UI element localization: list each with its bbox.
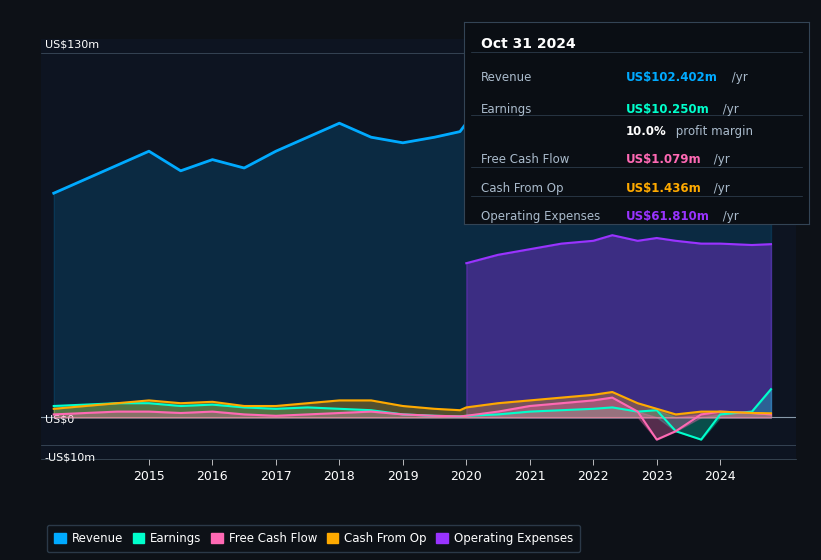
Legend: Revenue, Earnings, Free Cash Flow, Cash From Op, Operating Expenses: Revenue, Earnings, Free Cash Flow, Cash … bbox=[47, 525, 580, 552]
Text: profit margin: profit margin bbox=[672, 125, 754, 138]
Text: US$10.250m: US$10.250m bbox=[626, 103, 709, 116]
Text: Revenue: Revenue bbox=[481, 71, 533, 84]
Text: /yr: /yr bbox=[709, 181, 730, 195]
Text: US$61.810m: US$61.810m bbox=[626, 210, 710, 223]
Text: US$1.079m: US$1.079m bbox=[626, 153, 702, 166]
Text: /yr: /yr bbox=[719, 103, 739, 116]
Text: -US$10m: -US$10m bbox=[45, 452, 96, 462]
Text: Oct 31 2024: Oct 31 2024 bbox=[481, 36, 576, 50]
Text: US$1.436m: US$1.436m bbox=[626, 181, 702, 195]
Text: Free Cash Flow: Free Cash Flow bbox=[481, 153, 570, 166]
Text: US$0: US$0 bbox=[45, 414, 74, 424]
Text: US$130m: US$130m bbox=[45, 39, 99, 49]
Text: Operating Expenses: Operating Expenses bbox=[481, 210, 600, 223]
Text: /yr: /yr bbox=[728, 71, 748, 84]
Text: Earnings: Earnings bbox=[481, 103, 533, 116]
Text: /yr: /yr bbox=[719, 210, 739, 223]
Text: Cash From Op: Cash From Op bbox=[481, 181, 563, 195]
Text: US$102.402m: US$102.402m bbox=[626, 71, 718, 84]
Text: /yr: /yr bbox=[709, 153, 730, 166]
Text: 10.0%: 10.0% bbox=[626, 125, 667, 138]
